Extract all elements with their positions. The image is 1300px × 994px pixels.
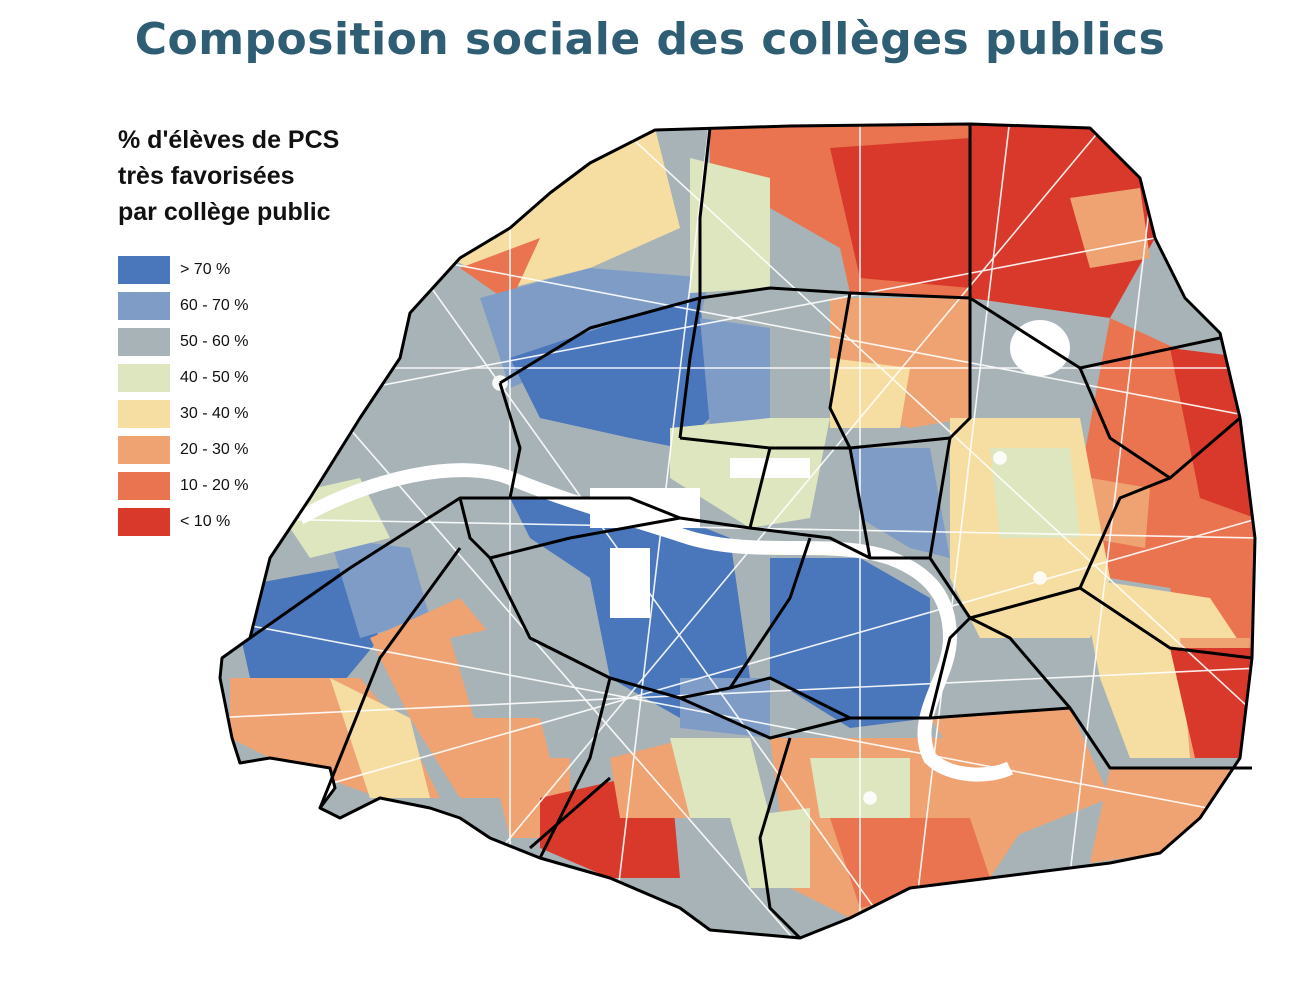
- legend-item: > 70 %: [118, 252, 418, 288]
- legend-title-line: par collège public: [118, 198, 331, 226]
- legend-title: % d'élèves de PCS très favorisées par co…: [118, 122, 418, 230]
- legend-title-line: % d'élèves de PCS: [118, 126, 340, 154]
- legend-label: 60 - 70 %: [180, 297, 249, 314]
- legend-swatch: [118, 328, 170, 356]
- legend-swatch: [118, 508, 170, 536]
- legend-item: 10 - 20 %: [118, 468, 418, 504]
- legend-label: 20 - 30 %: [180, 441, 249, 458]
- legend-label: 30 - 40 %: [180, 405, 249, 422]
- legend-swatch: [118, 256, 170, 284]
- legend-label: < 10 %: [180, 513, 231, 530]
- legend-item: 30 - 40 %: [118, 396, 418, 432]
- legend-swatch: [118, 472, 170, 500]
- map-legend: % d'élèves de PCS très favorisées par co…: [118, 122, 418, 540]
- legend-item: 40 - 50 %: [118, 360, 418, 396]
- legend-swatch: [118, 436, 170, 464]
- street-network: [220, 124, 1255, 938]
- legend-swatch: [118, 292, 170, 320]
- legend-label: > 70 %: [180, 261, 231, 278]
- legend-items: > 70 % 60 - 70 % 50 - 60 % 40 - 50 % 30 - 40…: [118, 252, 418, 540]
- legend-label: 50 - 60 %: [180, 333, 249, 350]
- legend-item: 50 - 60 %: [118, 324, 418, 360]
- legend-label: 10 - 20 %: [180, 477, 249, 494]
- legend-swatch: [118, 364, 170, 392]
- legend-swatch: [118, 400, 170, 428]
- map-title: Composition sociale des collèges publics: [134, 14, 1166, 65]
- legend-item: 20 - 30 %: [118, 432, 418, 468]
- legend-item: < 10 %: [118, 504, 418, 540]
- arrondissement-borders: [218, 122, 1257, 940]
- legend-item: 60 - 70 %: [118, 288, 418, 324]
- legend-label: 40 - 50 %: [180, 369, 249, 386]
- paris-choropleth-map: [218, 122, 1257, 940]
- legend-title-line: très favorisées: [118, 162, 295, 190]
